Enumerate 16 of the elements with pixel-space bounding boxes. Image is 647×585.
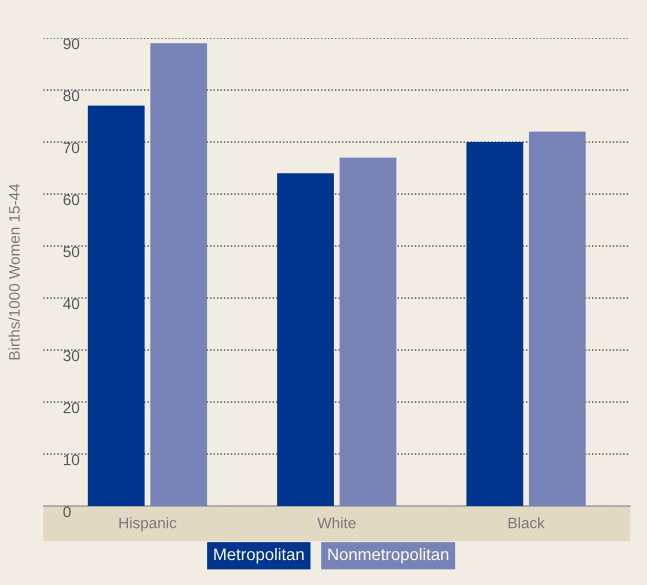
text: Nonmetropolitan xyxy=(328,548,448,564)
y-tick-label: 80 xyxy=(63,90,80,102)
y-axis-title: Births/1000 Women 15-44 xyxy=(8,184,20,360)
y-tick-label: 10 xyxy=(64,454,80,466)
y-tick-label: 70 xyxy=(64,142,80,154)
y-tick-label: 60 xyxy=(64,194,80,206)
y-tick-label: 50 xyxy=(63,246,80,258)
y-tick-label: 20 xyxy=(64,402,80,414)
text: Metropolitan xyxy=(214,548,304,564)
y-tick-label: 40 xyxy=(63,298,80,310)
y-tick-label: 30 xyxy=(63,350,80,362)
y-tick-label: 90 xyxy=(64,38,80,50)
x-tick-label: Hispanic xyxy=(119,517,176,532)
x-tick-label: Black xyxy=(508,517,545,528)
x-tick-label: White xyxy=(317,517,356,528)
y-tick-label: 0 xyxy=(63,506,71,518)
